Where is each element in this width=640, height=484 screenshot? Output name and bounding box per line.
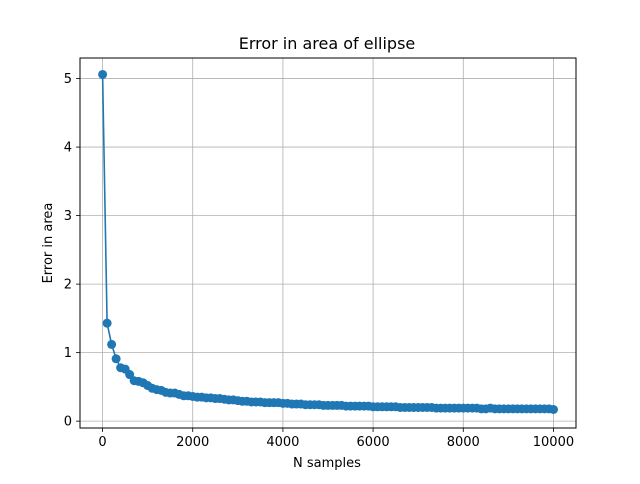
x-ticks: 0 2000 4000 6000 8000 10000	[98, 428, 574, 450]
x-tick-label: 2000	[176, 435, 209, 450]
x-tick-label: 10000	[533, 435, 574, 450]
y-ticks: 0 1 2 3 4 5	[64, 72, 80, 430]
data-point	[111, 354, 121, 364]
y-tick-label: 1	[64, 346, 72, 361]
y-tick-label: 3	[64, 209, 72, 224]
x-axis-label: N samples	[293, 456, 361, 471]
x-tick-label: 6000	[357, 435, 390, 450]
y-tick-label: 5	[64, 72, 72, 87]
plot-frame	[79, 57, 577, 429]
y-tick-label: 0	[64, 415, 72, 430]
data-point	[107, 339, 117, 349]
y-tick-label: 2	[64, 278, 72, 293]
data-point	[548, 405, 558, 414]
x-tick-label: 8000	[447, 435, 480, 450]
data-point	[102, 318, 112, 328]
data-point	[98, 69, 108, 79]
y-tick-label: 4	[64, 141, 72, 156]
x-tick-label: 0	[98, 435, 106, 450]
chart-title: Error in area of ellipse	[239, 34, 416, 53]
data-point	[125, 370, 135, 380]
y-axis-label: Error in area	[41, 203, 56, 284]
series-markers	[98, 69, 558, 414]
x-tick-label: 4000	[266, 435, 299, 450]
grid	[80, 58, 576, 428]
